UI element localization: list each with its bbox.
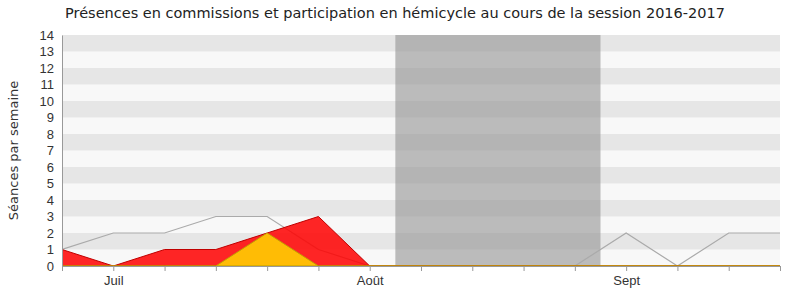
x-tick: [472, 266, 473, 271]
x-tick-mark: [677, 266, 678, 271]
x-tick: Août: [357, 266, 384, 288]
x-axis: Juil Août Sept: [63, 266, 781, 288]
area: [62, 233, 780, 266]
x-tick-label: Sept: [613, 273, 640, 288]
x-tick-mark: [729, 266, 730, 271]
plot: 01234567891011121314JuilAoûtSept: [40, 28, 781, 289]
y-tick: 1: [47, 242, 62, 257]
y-tick-label: 1: [47, 242, 54, 257]
y-tick: 12: [40, 61, 62, 76]
y-tick: 11: [41, 77, 63, 92]
y-tick: 3: [47, 209, 62, 224]
x-tick-mark: [472, 266, 473, 271]
y-tick: 13: [40, 44, 62, 59]
y-tick-label: 7: [47, 143, 54, 158]
x-tick: [62, 266, 63, 271]
y-tick: 10: [40, 94, 62, 109]
area: [62, 217, 780, 267]
y-axis: 01234567891011121314: [40, 28, 63, 274]
x-tick-mark: [318, 266, 319, 271]
x-tick: [267, 266, 268, 271]
x-tick: [165, 266, 166, 271]
y-tick: 6: [47, 160, 62, 175]
x-tick-mark: [62, 266, 63, 271]
x-tick-mark: [370, 266, 371, 271]
y-tick: 2: [47, 226, 62, 241]
x-tick: Sept: [613, 266, 640, 288]
line: [62, 217, 780, 267]
x-tick: [216, 266, 217, 271]
x-tick-mark: [113, 266, 114, 271]
y-tick-label: 10: [40, 94, 54, 109]
x-tick-label: Août: [357, 273, 384, 288]
y-tick-label: 2: [47, 226, 54, 241]
x-tick: [677, 266, 678, 271]
x-tick: [524, 266, 525, 271]
y-tick: 9: [47, 110, 62, 125]
x-tick-mark: [780, 266, 781, 271]
marks: [62, 35, 780, 266]
y-tick-label: 11: [41, 77, 55, 92]
y-tick-label: 8: [47, 127, 54, 142]
y-tick-label: 6: [47, 160, 54, 175]
shaded-range: [395, 35, 600, 266]
chart: 01234567891011121314JuilAoûtSeptPrésence…: [0, 0, 790, 300]
x-tick: [729, 266, 730, 271]
y-tick-label: 3: [47, 209, 54, 224]
x-axis-line: [63, 267, 781, 272]
x-tick: Juil: [104, 266, 124, 288]
y-axis-title: Séances par semaine: [6, 81, 21, 220]
x-tick-mark: [216, 266, 217, 271]
y-tick: 4: [47, 193, 62, 208]
y-tick-label: 9: [47, 110, 54, 125]
y-tick: 8: [47, 127, 62, 142]
y-tick-label: 14: [40, 28, 54, 43]
y-tick: 0: [47, 259, 62, 274]
x-tick-mark: [165, 266, 166, 271]
grid: [62, 35, 780, 266]
x-tick-mark: [421, 266, 422, 271]
y-tick: 7: [47, 143, 62, 158]
y-tick-label: 12: [40, 61, 54, 76]
y-tick: 5: [47, 176, 62, 191]
y-axis-line: [62, 36, 63, 267]
x-tick-mark: [267, 266, 268, 271]
title: Présences en commissions et participatio…: [65, 5, 725, 21]
x-tick: [780, 266, 781, 271]
y-tick-label: 0: [47, 259, 54, 274]
x-tick: [421, 266, 422, 271]
y-tick-label: 13: [40, 44, 54, 59]
y-tick-label: 5: [47, 176, 54, 191]
x-tick-mark: [524, 266, 525, 271]
x-tick-label: Juil: [104, 273, 124, 288]
y-tick: 14: [40, 28, 62, 43]
y-tick-label: 4: [47, 193, 54, 208]
x-tick: [575, 266, 576, 271]
x-tick-mark: [575, 266, 576, 271]
x-tick-mark: [626, 266, 627, 271]
x-tick: [318, 266, 319, 271]
